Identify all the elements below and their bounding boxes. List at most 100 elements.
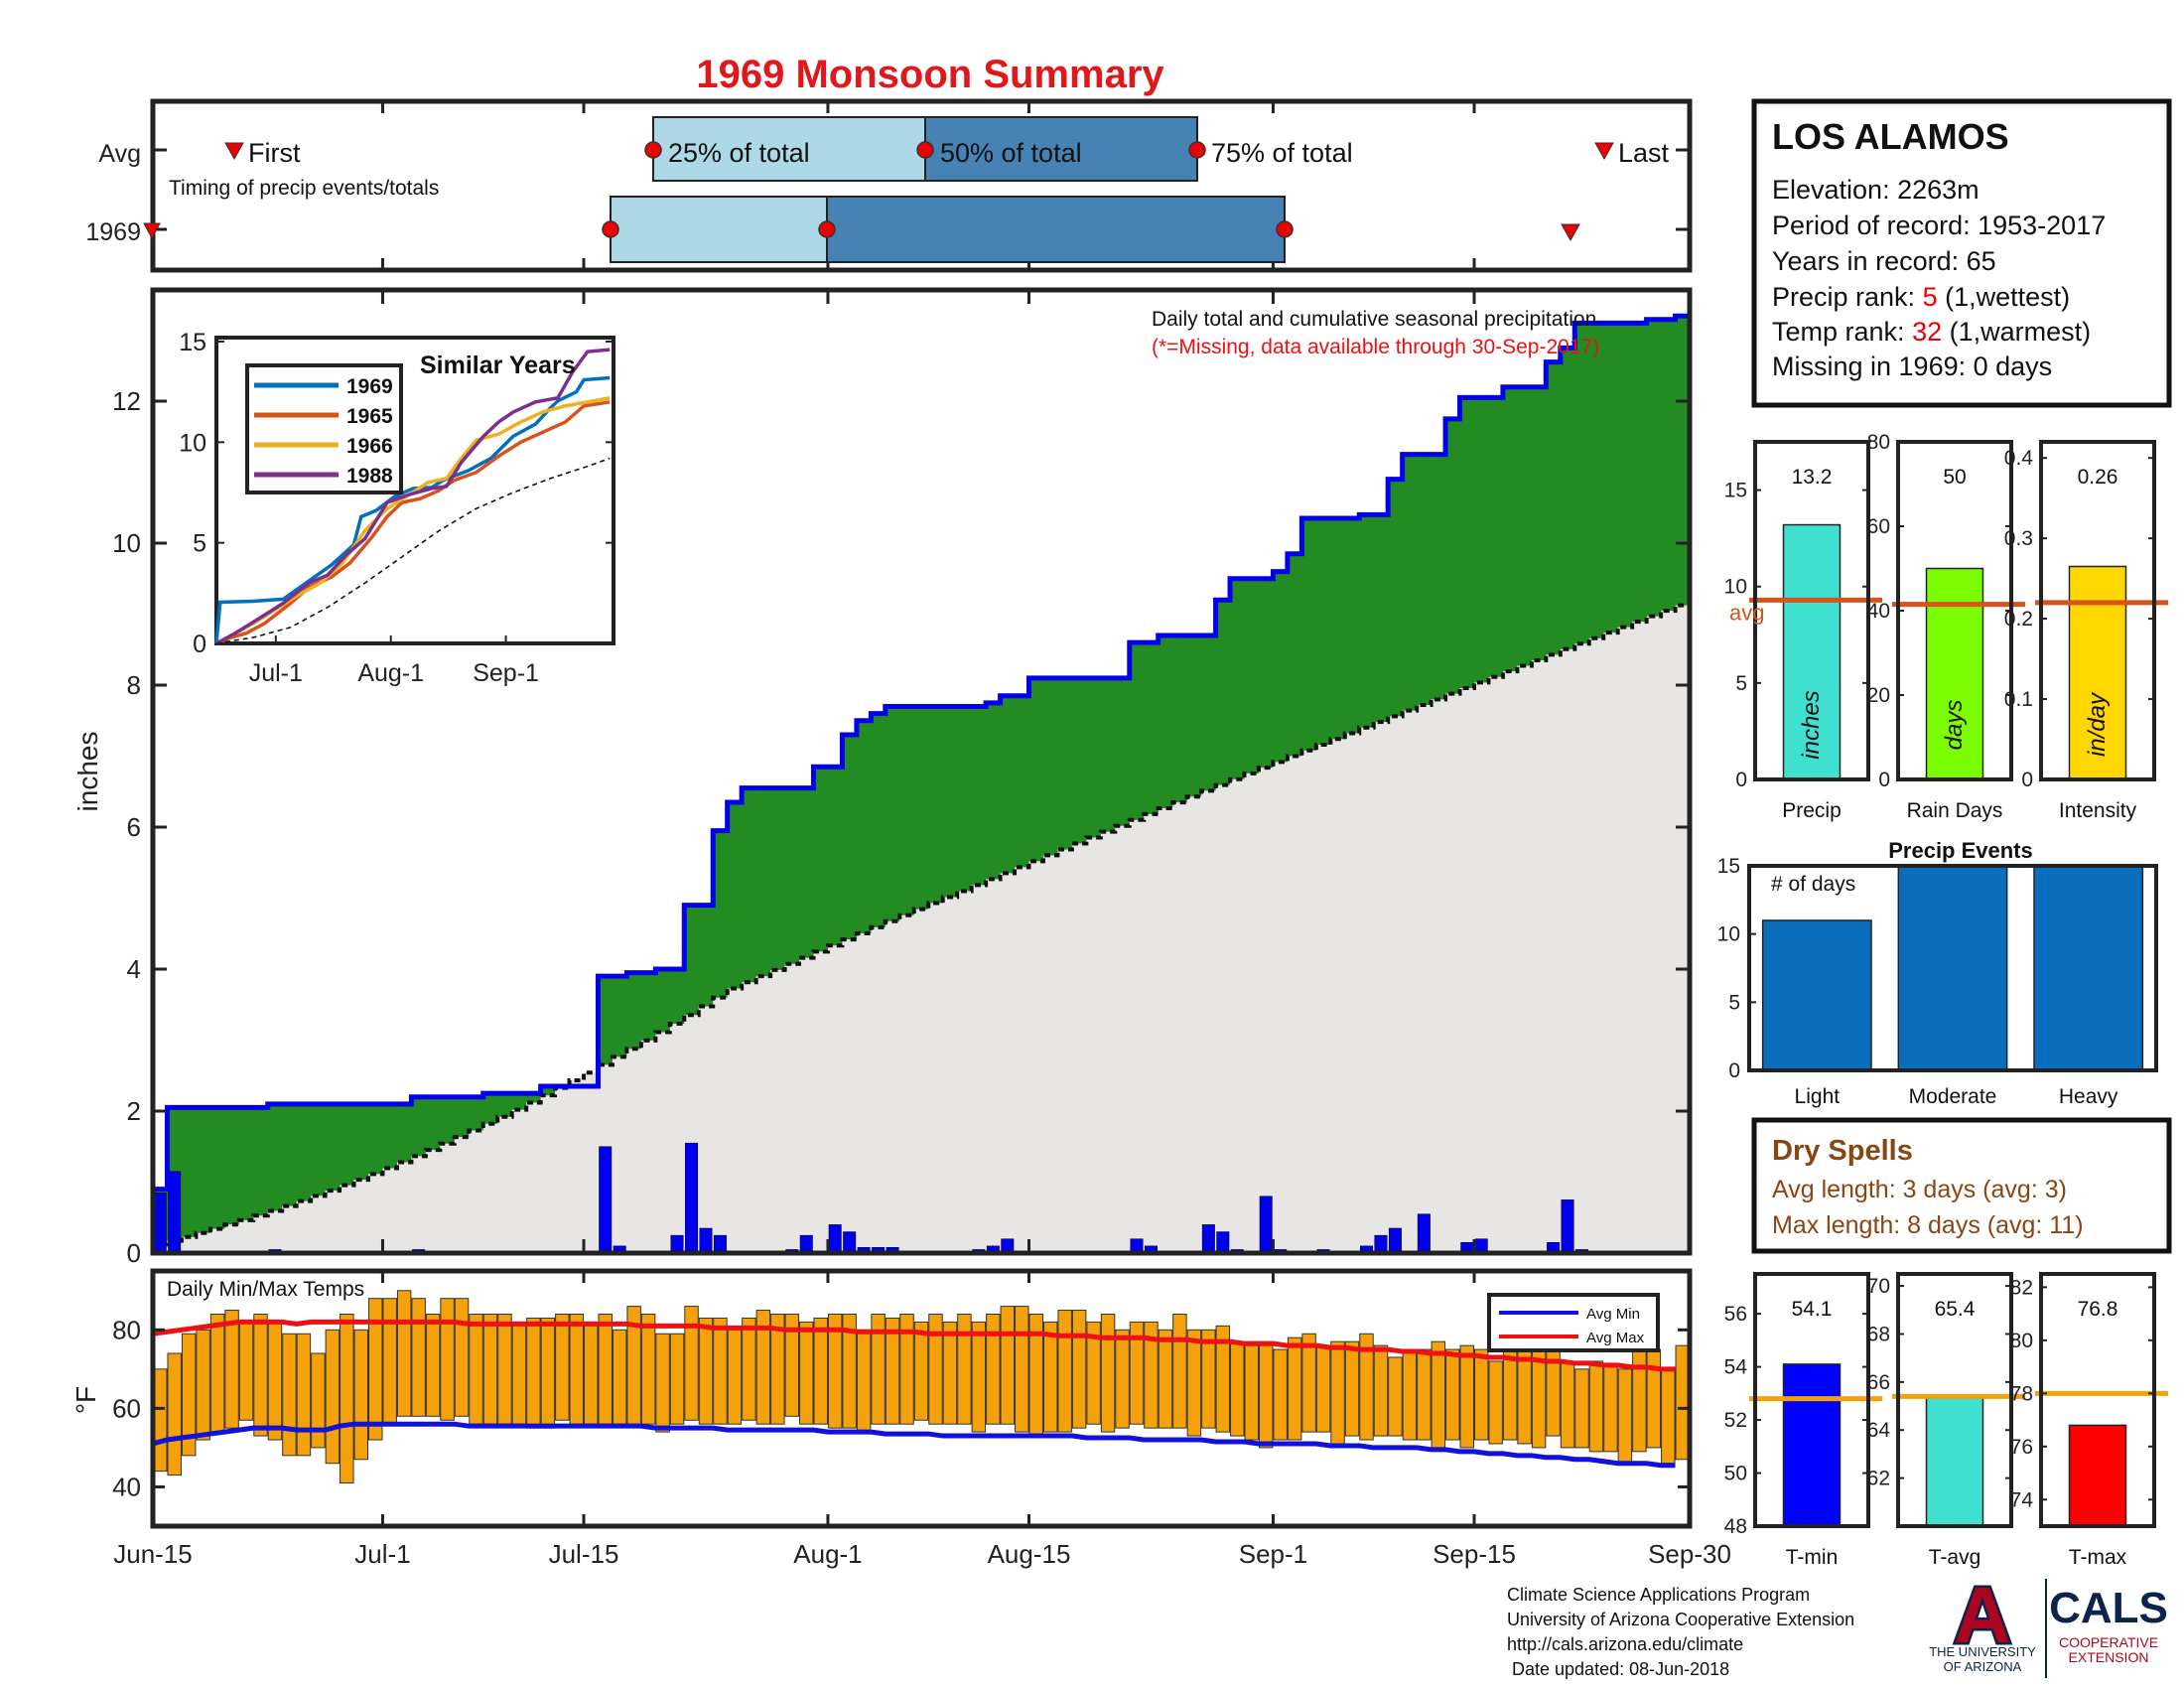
temp-y-ticks: 40 60 80 bbox=[112, 1315, 1690, 1501]
daily-temp-bar bbox=[1517, 1336, 1532, 1445]
precip-events-ylabel: # of days bbox=[1771, 873, 1855, 896]
daily-temp-bar bbox=[655, 1333, 670, 1433]
station-info: LOS ALAMOS Elevation: 2263m Period of re… bbox=[1751, 98, 2172, 408]
inset-y-tick-label: 0 bbox=[193, 631, 206, 658]
daily-temp-bar bbox=[311, 1352, 326, 1449]
daily-temp-bar bbox=[1057, 1310, 1072, 1433]
inset-legend-label: 1965 bbox=[346, 405, 393, 428]
daily-temp-bar bbox=[1172, 1313, 1187, 1429]
daily-precip-bar bbox=[843, 1231, 857, 1254]
daily-temp-bar bbox=[1144, 1321, 1159, 1429]
precip-events-y-tick-label: 15 bbox=[1717, 855, 1740, 878]
daily-temp-bar bbox=[727, 1329, 743, 1425]
mini-frame bbox=[1896, 1272, 2013, 1528]
daily-temp-bar bbox=[1574, 1368, 1589, 1449]
precip-events-category: Heavy bbox=[2059, 1085, 2118, 1108]
mini-avg-label: avg bbox=[1729, 600, 1764, 625]
daily-temp-bar bbox=[1071, 1310, 1087, 1429]
inset-x-tick-label: Aug-1 bbox=[357, 659, 424, 687]
daily-temp-bar bbox=[1445, 1348, 1460, 1441]
main-y-tick-label: 4 bbox=[127, 954, 141, 984]
daily-temp-bar bbox=[482, 1313, 498, 1425]
x-tick-label: Sep-15 bbox=[1433, 1539, 1516, 1569]
mini-chart-intensity: 0 0.1 0.2 0.3 0.4 0.26 Intensity in/day bbox=[2004, 440, 2168, 822]
avg-box-25-50 bbox=[652, 116, 926, 182]
mini-y-tick-label: 0.2 bbox=[2004, 608, 2033, 631]
daily-temp-bar bbox=[224, 1310, 239, 1429]
daily-temp-bar bbox=[1459, 1344, 1474, 1449]
daily-temp-bar bbox=[282, 1333, 297, 1457]
year-box-25-50 bbox=[610, 196, 828, 263]
station-years: Years in record: 65 bbox=[1772, 246, 1996, 276]
mini-y-tick-label: 54 bbox=[1724, 1356, 1748, 1379]
daily-temp-bar bbox=[411, 1298, 426, 1417]
daily-temp-bar bbox=[669, 1333, 685, 1425]
mini-y-tick-label: 0 bbox=[1878, 769, 1890, 791]
precip-events-ticks: Light Moderate Heavy 0 5 10 15 bbox=[1717, 855, 2118, 1108]
cals-line-2: EXTENSION bbox=[2069, 1649, 2149, 1665]
mini-value-label: 0.26 bbox=[2078, 466, 2118, 489]
daily-temp-bar bbox=[1603, 1364, 1618, 1453]
daily-temp-bar bbox=[584, 1321, 599, 1425]
mini-y-tick-label: 0.1 bbox=[2004, 688, 2033, 711]
footer-line-4: Date updated: 08-Jun-2018 bbox=[1507, 1659, 1729, 1679]
daily-precip-bar bbox=[599, 1146, 613, 1254]
daily-temp-bar bbox=[1301, 1333, 1316, 1433]
daily-precip-bar bbox=[1417, 1213, 1431, 1254]
main-precip-chart: 0 2 4 6 8 10 12 inches Daily total and cumulat… bbox=[72, 287, 1693, 1268]
footer-line-2: University of Arizona Cooperative Extens… bbox=[1507, 1610, 1854, 1629]
daily-temp-bar bbox=[899, 1313, 914, 1425]
inset-y-tick-label: 5 bbox=[193, 530, 206, 558]
dry-spells-title: Dry Spells bbox=[1772, 1135, 1913, 1167]
inset-x-tick-label: Sep-1 bbox=[473, 659, 539, 687]
daily-temp-bar bbox=[196, 1329, 210, 1441]
mini-y-tick-label: 70 bbox=[1867, 1275, 1890, 1298]
daily-temp-bar bbox=[770, 1313, 785, 1425]
dry-spells-panel: Dry Spells Avg length: 3 days (avg: 3) M… bbox=[1751, 1117, 2172, 1254]
daily-temp-bar bbox=[1230, 1340, 1245, 1437]
mini-y-tick-label: 48 bbox=[1724, 1515, 1747, 1538]
avg-cumulative-area bbox=[153, 600, 1690, 1253]
precip-events-y-tick-label: 10 bbox=[1717, 923, 1740, 946]
mini-y-tick-label: 10 bbox=[1724, 576, 1747, 599]
inset-legend-label: 1966 bbox=[346, 435, 393, 458]
daily-temp-bar bbox=[755, 1310, 771, 1425]
mini-bar-unit-label: inches bbox=[1798, 690, 1825, 759]
daily-temp-bar bbox=[742, 1317, 756, 1421]
daily-temp-bar bbox=[1560, 1360, 1575, 1449]
daily-temp-bar bbox=[885, 1317, 900, 1425]
daily-temp-bar bbox=[957, 1313, 972, 1425]
mini-chart-t-max: 74 76 78 80 82 76.8 T-max bbox=[2010, 1272, 2168, 1569]
precip-events-category: Moderate bbox=[1909, 1085, 1997, 1108]
daily-temp-bar bbox=[368, 1298, 383, 1441]
mini-bar-unit-label: days bbox=[1941, 700, 1968, 751]
daily-precip-bar bbox=[1201, 1224, 1215, 1254]
daily-temp-bar bbox=[1273, 1348, 1288, 1441]
ua-block-a-icon: A bbox=[1954, 1571, 2011, 1659]
daily-temp-bar bbox=[1473, 1348, 1489, 1441]
x-tick-label: Aug-15 bbox=[988, 1539, 1071, 1569]
daily-precip-bar bbox=[1374, 1234, 1388, 1254]
daily-temp-bar bbox=[238, 1321, 254, 1421]
daily-precip-bar bbox=[713, 1234, 727, 1254]
avg-max-line bbox=[152, 1319, 1676, 1372]
mini-y-tick-label: 76 bbox=[2010, 1436, 2033, 1459]
daily-temp-bar bbox=[1344, 1340, 1360, 1437]
footer-credits: Climate Science Applications Program Uni… bbox=[1507, 1585, 1854, 1679]
mini-y-tick-label: 68 bbox=[1867, 1323, 1890, 1345]
daily-temp-bar bbox=[1431, 1340, 1446, 1449]
mini-frame bbox=[1753, 440, 1870, 781]
similar-years-inset: 0 5 10 15 Jul-1 Aug-1 Sep-1 Similar Years 1969… bbox=[179, 329, 615, 687]
mini-y-tick-label: 52 bbox=[1724, 1409, 1747, 1432]
daily-precip-bar bbox=[1561, 1199, 1574, 1254]
mini-category-label: T-max bbox=[2069, 1546, 2127, 1569]
timing-panel: Avg 1969 Timing of precip events/totals … bbox=[85, 98, 1693, 273]
temp-y-tick-label: 40 bbox=[112, 1472, 141, 1501]
ua-wordmark-2: OF ARIZONA bbox=[1944, 1659, 2022, 1674]
year-p50-marker bbox=[818, 220, 836, 238]
daily-temp-bar bbox=[942, 1321, 958, 1425]
main-annotation-2: (*=Missing, data available through 30-Se… bbox=[1152, 336, 1599, 358]
daily-temp-bar bbox=[1632, 1340, 1647, 1453]
year-p75-marker bbox=[1276, 220, 1294, 238]
mini-chart-t-avg: 62 64 66 68 70 65.4 T-avg bbox=[1867, 1272, 2025, 1569]
